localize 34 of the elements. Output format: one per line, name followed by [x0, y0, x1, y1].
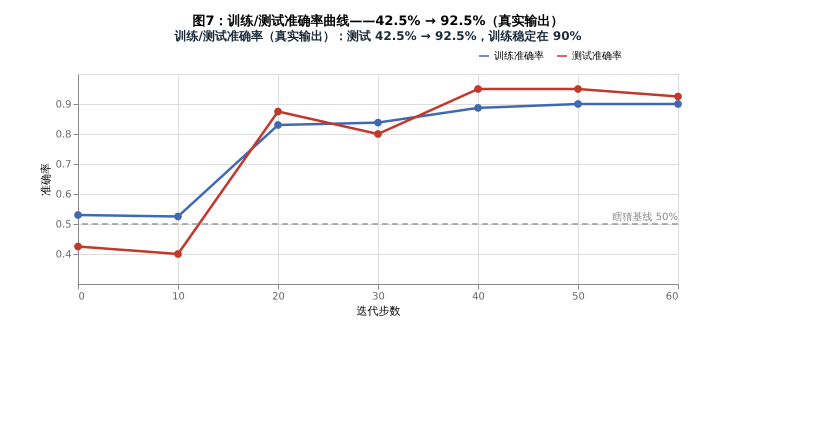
point: [674, 100, 682, 108]
legend-label: 测试准确率: [572, 50, 622, 62]
y-tick-label: 0.7: [56, 160, 72, 170]
point: [174, 212, 182, 220]
chart-title: 图7：训练/测试准确率曲线——42.5% → 92.5%（真实输出）: [192, 13, 564, 29]
x-tick-label: 30: [372, 292, 385, 302]
y-tick-label: 0.8: [56, 130, 72, 140]
point: [574, 100, 582, 108]
legend-label: 训练准确率: [494, 50, 544, 62]
y-tick-label: 0.6: [56, 190, 72, 200]
point: [374, 130, 382, 138]
point: [274, 121, 282, 129]
point: [474, 85, 482, 93]
ref-line-label: 瞎猜基线 50%: [612, 211, 678, 223]
point: [674, 92, 682, 100]
point: [474, 104, 482, 112]
x-tick-label: 50: [572, 292, 585, 302]
point: [374, 118, 382, 126]
x-tick-label: 60: [666, 292, 678, 302]
point: [574, 85, 582, 93]
point: [74, 211, 82, 219]
x-axis-title: 迭代步数: [356, 304, 400, 318]
y-tick-label: 0.5: [56, 220, 72, 230]
y-axis-title: 准确率: [40, 163, 53, 196]
y-tick-label: 0.9: [56, 100, 72, 110]
chart-subtitle: 训练/测试准确率（真实输出）：测试 42.5% → 92.5%，训练稳定在 90%: [173, 29, 582, 43]
x-tick-label: 20: [272, 292, 285, 302]
point: [74, 242, 82, 250]
point: [274, 108, 282, 116]
y-tick-label: 0.4: [56, 250, 72, 260]
x-tick-label: 0: [78, 292, 85, 302]
x-tick-label: 40: [472, 292, 485, 302]
point: [174, 250, 182, 258]
x-tick-label: 10: [172, 292, 185, 302]
